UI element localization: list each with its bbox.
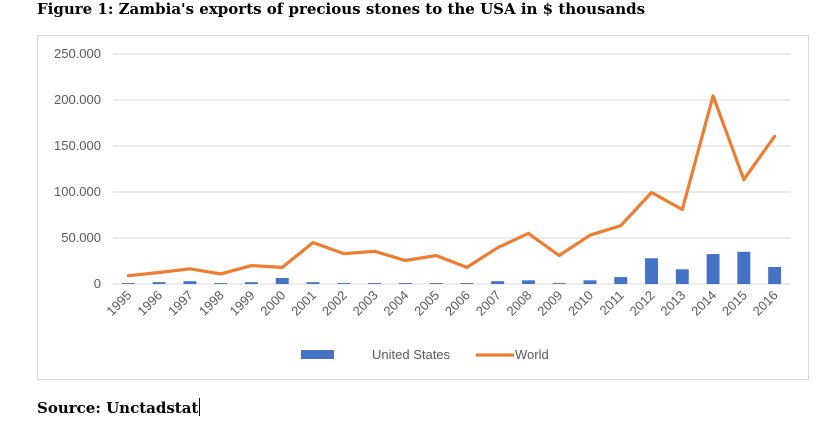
x-tick-label: 2014 (688, 288, 719, 319)
x-tick-label: 2006 (442, 288, 473, 319)
bar-united-states (460, 283, 474, 284)
x-tick-label: 2005 (411, 288, 442, 319)
text-cursor (199, 398, 201, 416)
bar-united-states (675, 269, 689, 284)
bar-united-states (183, 281, 197, 284)
x-tick-label: 2000 (257, 288, 288, 319)
x-tick-label: 2011 (596, 288, 626, 318)
x-tick-label: 2004 (380, 288, 411, 319)
x-tick-label: 2009 (534, 288, 565, 319)
x-tick-label: 1996 (134, 288, 165, 319)
x-tick-label: 1998 (196, 288, 227, 319)
x-tick-label: 1999 (227, 288, 258, 319)
chart-area: 0 50.000 100.000 150.000 200.000 250.000 1995 1… (37, 35, 809, 380)
x-tick-label: 2001 (288, 288, 319, 319)
x-tick-label: 1995 (103, 288, 134, 319)
bar-united-states (337, 283, 351, 284)
x-tick-label: 2003 (350, 288, 381, 319)
x-tick-label: 2007 (473, 288, 504, 319)
x-tick-label: 2008 (503, 288, 534, 319)
y-tick-label: 200.000 (54, 92, 101, 107)
bar-united-states (121, 283, 135, 284)
y-tick-label: 150.000 (54, 138, 101, 153)
y-tick-label: 250.000 (54, 46, 101, 61)
bar-united-states (429, 283, 443, 284)
bar-united-states (275, 278, 289, 284)
bar-united-states (491, 281, 505, 284)
bar-united-states (398, 283, 412, 284)
bar-united-states (214, 283, 228, 284)
x-tick-label: 2016 (750, 288, 781, 319)
bar-united-states (368, 283, 382, 284)
x-tick-label: 2013 (657, 288, 688, 319)
x-tick-label: 2015 (719, 288, 750, 319)
legend-label-world: World (515, 347, 549, 362)
bar-united-states (706, 254, 720, 284)
bar-united-states (645, 258, 658, 284)
y-tick-label: 0 (94, 276, 101, 291)
bar-united-states (245, 282, 258, 284)
bar-united-states (583, 280, 597, 284)
x-tick-label: 2012 (627, 288, 658, 319)
bar-united-states (768, 266, 782, 284)
legend-label-united-states: United States (372, 347, 451, 362)
bar-united-states (521, 280, 535, 284)
bar-united-states (552, 283, 566, 284)
bar-united-states (152, 282, 166, 284)
source-text: Source: Unctadstat (37, 399, 199, 417)
figure-title: Figure 1: Zambia's exports of precious s… (37, 0, 646, 18)
bar-united-states (737, 251, 751, 284)
x-tick-label: 1997 (165, 288, 196, 319)
bar-united-states (306, 282, 320, 284)
line-world (126, 94, 777, 278)
bar-united-states (614, 277, 628, 284)
y-tick-label: 50.000 (61, 230, 101, 245)
legend-swatch-united-states (301, 350, 334, 359)
x-tick-label: 2002 (319, 288, 350, 319)
source-note: Source: Unctadstat (37, 398, 201, 417)
y-tick-label: 100.000 (54, 184, 101, 199)
x-tick-label: 2010 (565, 288, 596, 319)
